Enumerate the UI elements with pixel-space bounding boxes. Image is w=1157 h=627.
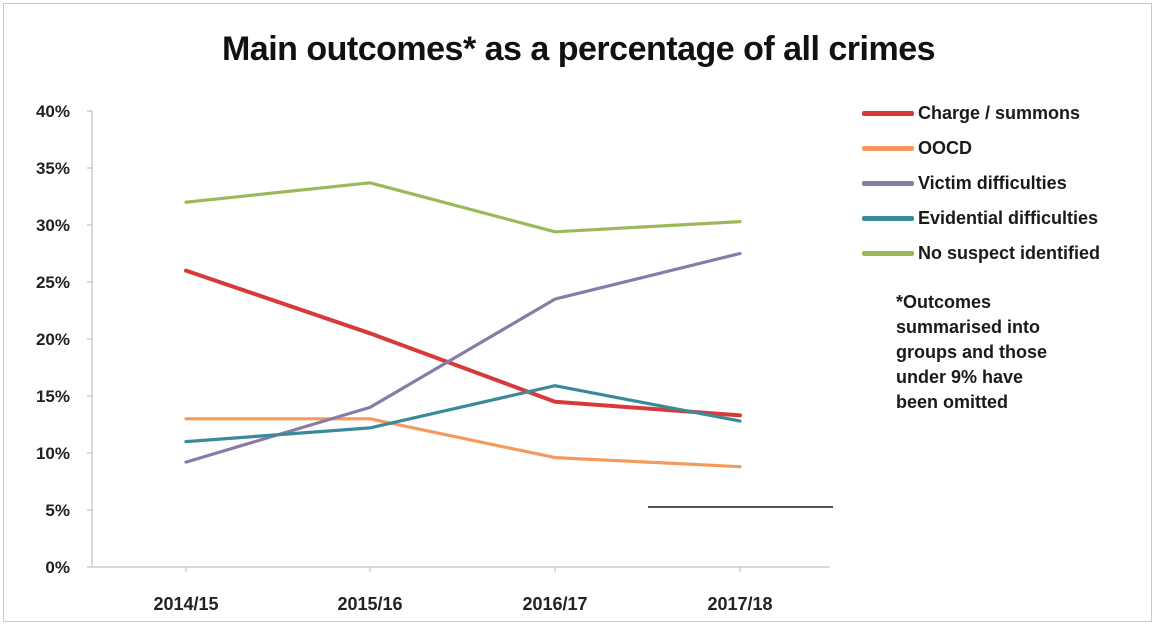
legend-swatch [862, 251, 914, 256]
series-line-no-suspect-identified [184, 181, 742, 234]
legend-swatch [862, 216, 914, 221]
legend-item-oocd: OOCD [862, 131, 1100, 166]
chart-series [184, 181, 742, 469]
y-tick-label: 15% [36, 387, 70, 406]
legend-swatch [862, 146, 914, 151]
legend-label: OOCD [918, 138, 972, 158]
series-line-victim-difficulties [184, 251, 742, 464]
annotation-line: groups and those [896, 342, 1048, 362]
chart-legend: Charge / summons OOCD Victim difficulties E… [862, 96, 1100, 271]
legend-item-victim-difficulties: Victim difficulties [862, 166, 1100, 201]
y-tick-label: 0% [45, 558, 70, 577]
y-tick-label: 25% [36, 273, 70, 292]
chart-axes [91, 111, 830, 568]
annotation-line: *Outcomes [896, 292, 992, 312]
legend-swatch [862, 181, 914, 186]
legend-item-no-suspect-identified: No suspect identified [862, 236, 1100, 271]
annotation-line: under 9% have [896, 367, 1024, 387]
series-line-charge-summons [184, 268, 742, 418]
legend-swatch [862, 111, 914, 116]
annotation-line: summarised into [896, 317, 1041, 337]
chart-title: Main outcomes* as a percentage of all cr… [221, 30, 936, 68]
legend-label: No suspect identified [918, 243, 1101, 263]
x-tick-label: 2014/15 [153, 594, 218, 614]
y-tick-label: 10% [36, 444, 70, 463]
chart-frame [3, 3, 1152, 622]
chart-annotation: *Outcomes summarised into groups and those… [896, 290, 1116, 415]
legend-label: Victim difficulties [918, 173, 1067, 193]
legend-label: Charge / summons [918, 103, 1081, 123]
x-tick-label: 2016/17 [522, 594, 587, 614]
x-axis-ticks: 2014/15 2015/16 2016/17 2017/18 [153, 567, 773, 614]
series-line-evidential-difficulties [184, 384, 742, 444]
y-tick-label: 5% [45, 501, 70, 520]
legend-item-evidential-difficulties: Evidential difficulties [862, 201, 1100, 236]
legend-label: Evidential difficulties [918, 208, 1099, 228]
x-tick-label: 2017/18 [707, 594, 772, 614]
x-tick-label: 2015/16 [337, 594, 402, 614]
y-axis-ticks: 0% 5% 10% 15% 20% 25% 30% 35% 40% [36, 102, 92, 577]
y-tick-label: 35% [36, 159, 70, 178]
y-tick-label: 20% [36, 330, 70, 349]
annotation-rule [648, 506, 833, 508]
y-tick-label: 30% [36, 216, 70, 235]
y-tick-label: 40% [36, 102, 70, 121]
series-line-oocd [184, 417, 742, 469]
annotation-line: been omitted [896, 392, 1009, 412]
legend-item-charge-summons: Charge / summons [862, 96, 1100, 131]
